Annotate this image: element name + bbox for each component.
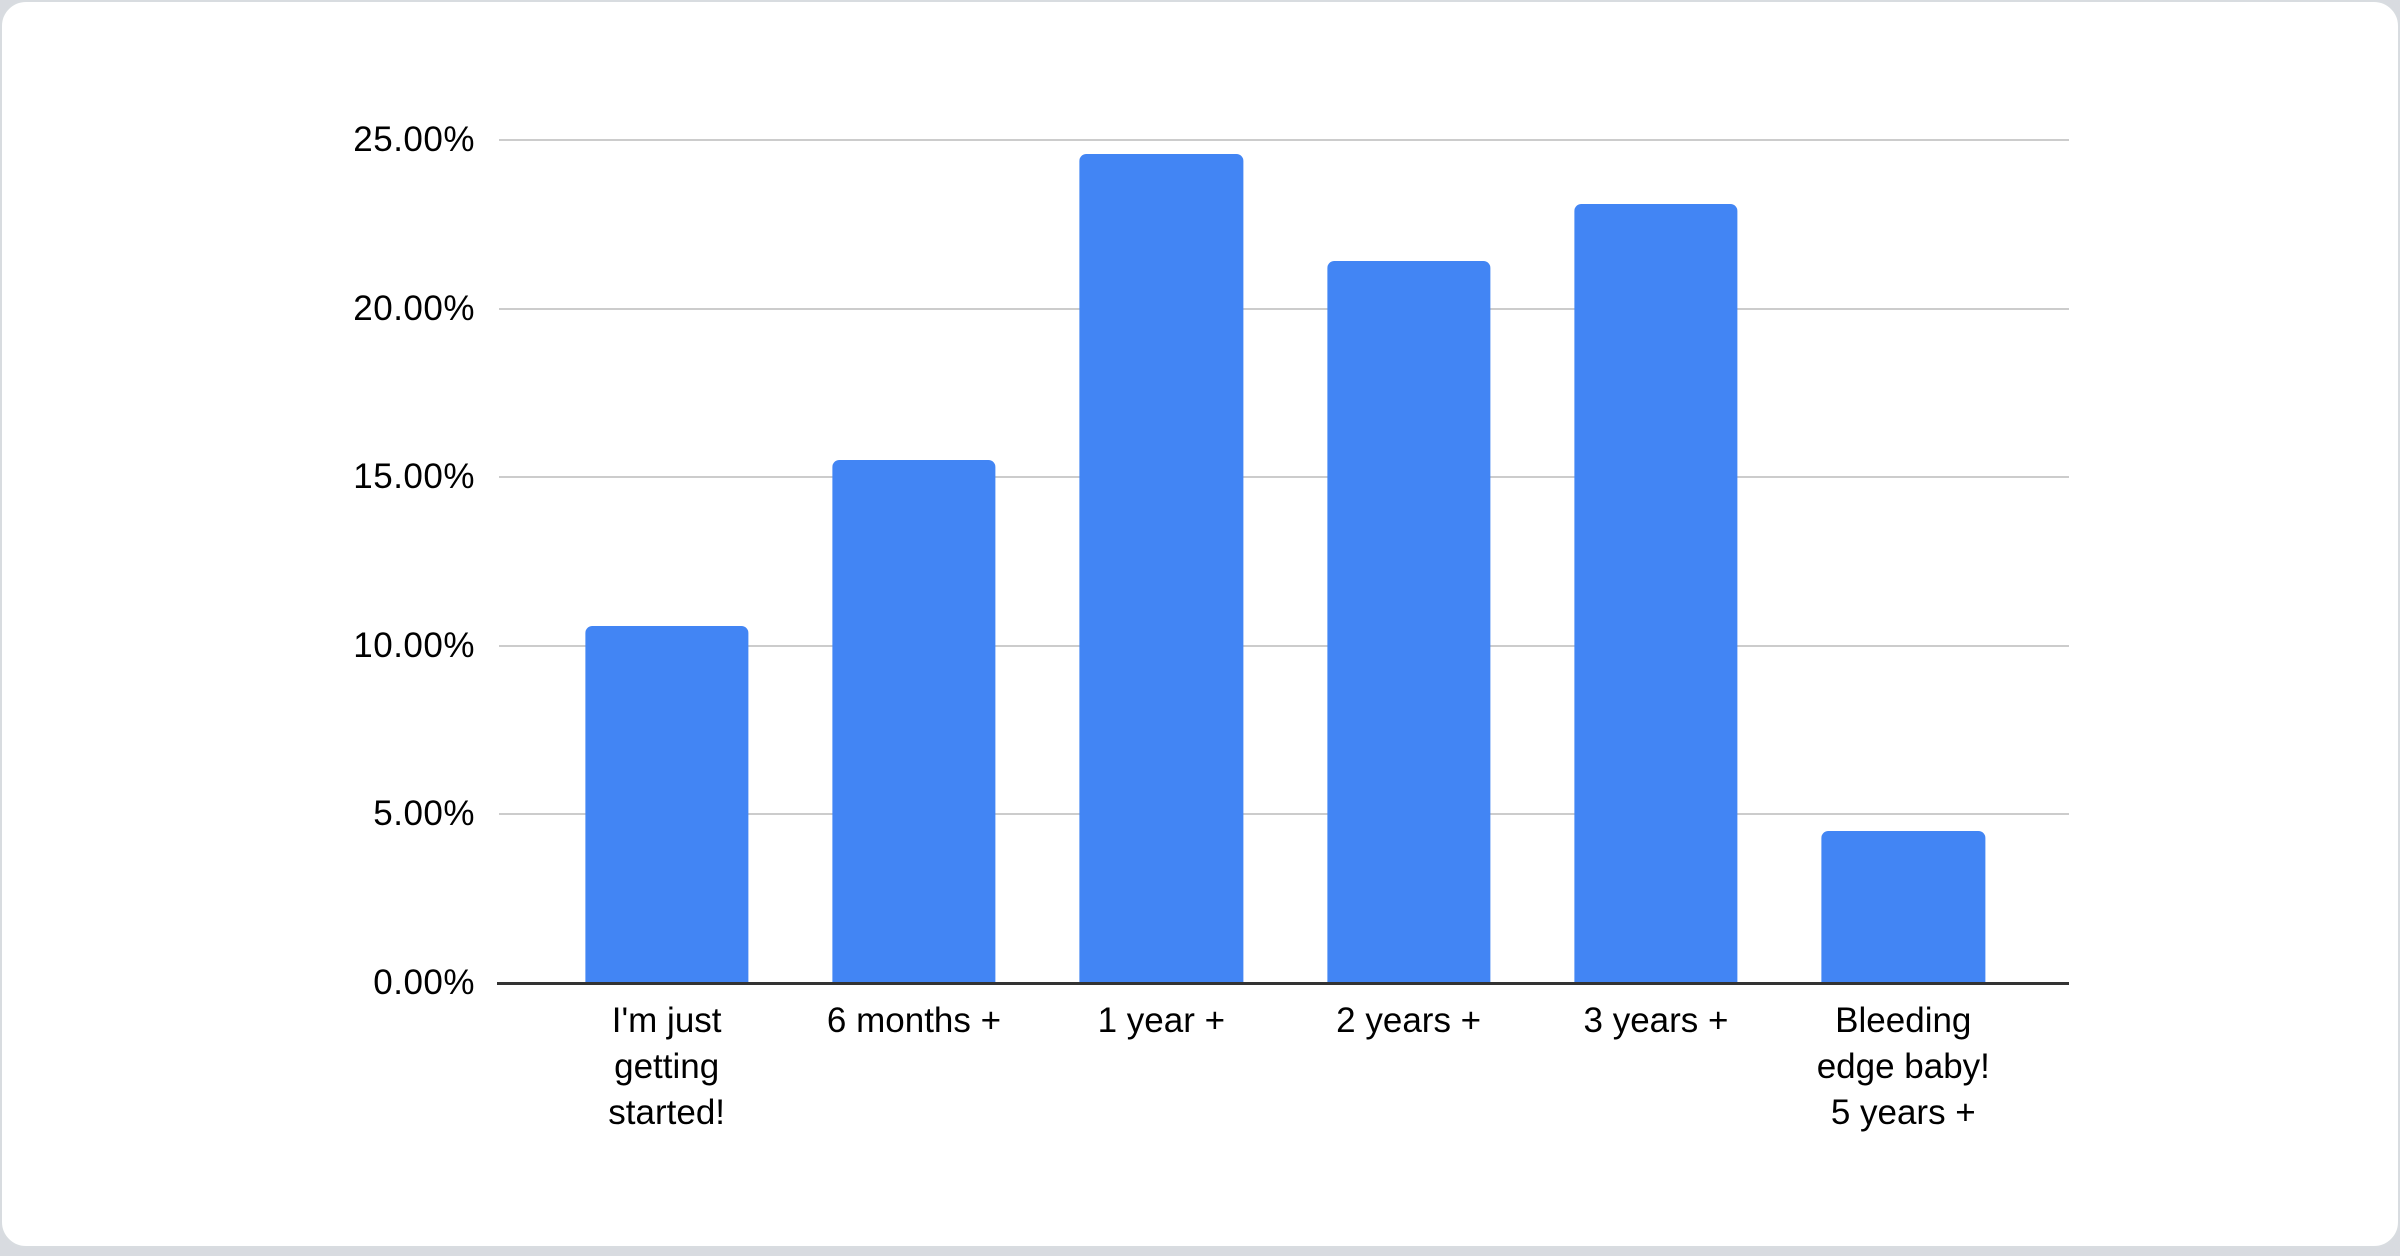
gridline [499,139,2069,141]
x-category-label: 1 year + [1038,998,1285,1136]
bar-5 [1574,204,1738,983]
gridline [499,813,2069,816]
bar-series [543,140,2027,983]
bar-2 [832,460,996,983]
bar-band [543,140,790,983]
y-tick-label: 25.00% [353,120,475,159]
bar-band [1038,140,1285,983]
y-tick-label: 0.00% [373,963,475,1002]
x-category-label-text: Bleeding edge baby! 5 years + [1816,1001,1990,1132]
bar-4 [1327,261,1491,983]
y-tick-label: 10.00% [353,625,475,665]
bar-1 [585,625,749,983]
bar-band [790,140,1037,983]
gridline [499,307,2069,310]
x-axis-line [497,982,2069,985]
bar-6 [1821,831,1985,983]
gridline [499,476,2069,479]
y-tick-label: 20.00% [353,288,475,328]
bar-band [1780,140,2027,983]
x-category-label: Bleeding edge baby! 5 years + [1780,998,2027,1136]
x-category-label-text: I'm just getting started! [608,1001,726,1132]
bar-band [1285,140,1532,983]
gridline [499,644,2069,647]
x-axis-category-labels: I'm just getting started! 6 months + 1 yea… [543,998,2027,1136]
x-category-label: 3 years + [1532,998,1779,1136]
x-category-label-text: 1 year + [1097,1001,1226,1040]
x-category-label: 6 months + [790,998,1037,1136]
x-category-label: I'm just getting started! [543,998,790,1136]
plot-area [497,139,2069,985]
y-tick-label: 15.00% [353,457,475,497]
bar-3 [1079,153,1243,983]
y-axis-tick-labels: 0.00% 5.00% 10.00% 15.00% 20.00% 25.00% [2,120,475,1002]
bar-band [1532,140,1779,983]
x-category-label-text: 2 years + [1336,1001,1482,1040]
x-category-label: 2 years + [1285,998,1532,1136]
y-tick-label: 5.00% [373,794,475,834]
x-category-label-text: 6 months + [826,1001,1002,1040]
x-category-label-text: 3 years + [1583,1001,1729,1040]
